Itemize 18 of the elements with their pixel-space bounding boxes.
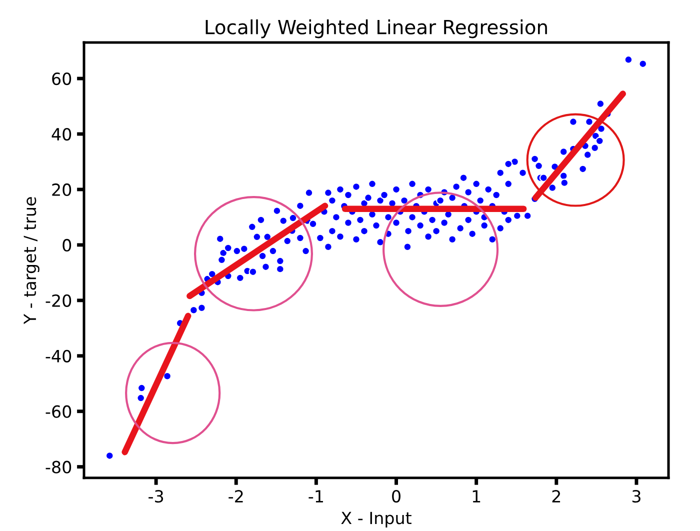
x-tick-label: 2 [552,490,560,502]
y-tick-label: -60 [46,405,72,418]
y-tick-label: -80 [46,460,72,474]
y-tick-label: 40 [52,128,72,141]
y-tick-label: 20 [52,183,72,196]
x-tick-label: 1 [472,490,480,502]
x-tick-label: 0 [392,490,400,503]
x-tick-label: 3 [632,490,640,503]
x-tick-label: -2 [228,490,243,502]
chart-title: Locally Weighted Linear Regression [206,19,547,38]
y-tick-label: -20 [46,294,72,307]
x-axis-title: X - Input [341,512,412,528]
x-tick-label: -1 [308,490,323,502]
y-tick-label: 60 [52,72,72,86]
y-axis-title: Y - target / true [24,197,40,324]
y-tick-label: 0 [62,238,72,252]
y-tick-label: -40 [46,350,72,362]
x-tick-label: -3 [148,490,164,503]
